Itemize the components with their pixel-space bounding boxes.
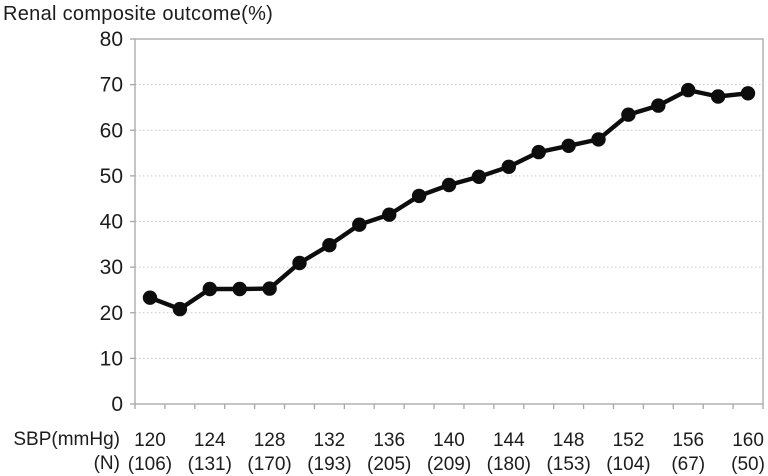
data-point bbox=[411, 188, 427, 204]
x-tick-label: 152 bbox=[613, 430, 645, 451]
x-axis-row-label: SBP(mmHg) bbox=[13, 429, 120, 450]
data-point bbox=[531, 144, 546, 160]
x-tick-label: 128 bbox=[254, 430, 286, 451]
n-value-label: (193) bbox=[307, 454, 351, 475]
data-point bbox=[501, 159, 516, 174]
x-tick-label: 132 bbox=[314, 430, 346, 451]
n-row-label: (N) bbox=[93, 453, 120, 474]
data-point bbox=[471, 169, 487, 184]
y-tick-label: 70 bbox=[100, 74, 123, 97]
y-tick-label: 0 bbox=[111, 393, 123, 416]
n-value-label: (153) bbox=[546, 454, 590, 475]
n-value-label: (131) bbox=[188, 454, 232, 475]
series-line bbox=[147, 87, 751, 312]
data-point bbox=[382, 207, 397, 222]
n-value-label: (170) bbox=[247, 454, 291, 475]
plot-frame bbox=[134, 38, 764, 405]
data-point bbox=[621, 107, 636, 122]
data-point bbox=[202, 281, 217, 297]
data-point bbox=[262, 281, 277, 296]
data-point bbox=[740, 86, 756, 101]
n-value-label: (104) bbox=[606, 454, 650, 475]
n-value-label: (209) bbox=[427, 454, 471, 475]
x-tick-label: 160 bbox=[732, 430, 764, 451]
chart-title: Renal composite outcome(%) bbox=[3, 3, 274, 25]
n-value-label: (205) bbox=[367, 454, 411, 475]
data-point bbox=[441, 177, 457, 193]
data-point bbox=[561, 138, 576, 153]
data-point bbox=[651, 98, 666, 113]
x-tick-label: 140 bbox=[433, 430, 465, 451]
data-point bbox=[591, 132, 606, 147]
n-value-label: (180) bbox=[487, 454, 531, 475]
data-point bbox=[292, 255, 307, 271]
data-point bbox=[710, 89, 726, 104]
y-tick-label: 80 bbox=[100, 28, 123, 51]
y-tick-label: 60 bbox=[100, 119, 123, 142]
y-tick-label: 30 bbox=[100, 256, 123, 279]
data-point bbox=[352, 217, 367, 232]
x-tick-label: 144 bbox=[493, 430, 525, 451]
x-tick-label: 148 bbox=[553, 430, 585, 451]
data-point bbox=[232, 281, 247, 297]
data-point bbox=[172, 301, 188, 317]
x-tick-label: 136 bbox=[373, 430, 405, 451]
x-tick-label: 120 bbox=[134, 430, 166, 451]
data-point bbox=[322, 238, 337, 253]
y-tick-label: 10 bbox=[100, 347, 123, 370]
y-tick-label: 20 bbox=[100, 302, 123, 325]
data-point bbox=[681, 82, 696, 98]
y-tick-label: 40 bbox=[100, 211, 123, 234]
n-value-label: (106) bbox=[128, 454, 172, 475]
y-tick-label: 50 bbox=[100, 165, 123, 188]
x-tick-label: 124 bbox=[194, 430, 226, 451]
x-tick-label: 156 bbox=[672, 430, 704, 451]
data-point bbox=[142, 290, 158, 305]
n-value-label: (67) bbox=[671, 454, 705, 475]
n-value-label: (50) bbox=[731, 454, 765, 475]
